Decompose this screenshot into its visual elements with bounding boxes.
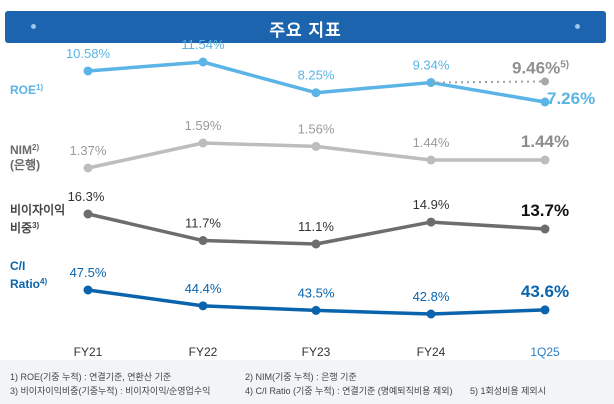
data-label-nonint-FY22: 11.7%: [185, 216, 221, 231]
data-label-nim-FY23: 1.56%: [298, 121, 335, 136]
point-ci-FY24: [426, 309, 436, 319]
data-label-roe-FY21: 10.58%: [66, 46, 111, 61]
point-roe-FY23: [311, 88, 321, 98]
x-tick-fy24: FY24: [416, 345, 446, 359]
roe-adjusted-dotted-line: [430, 80, 546, 84]
chart-area: 10.58% 11.54% 8.25% 9.34% 7.26% 9.46%5) 1.37% 1…: [66, 37, 595, 319]
point-nonint-FY22: [198, 236, 208, 246]
point-nonint-FY23: [311, 239, 321, 249]
label-roe: ROE1): [10, 83, 44, 97]
footnote-4: 4) C/I Ratio (기중 누적) : 연결기준 (명예퇴직비용 제외): [245, 386, 453, 396]
data-label-nim-1Q25: 1.44%: [521, 132, 569, 151]
data-label-ci-FY22: 44.4%: [185, 281, 222, 296]
point-nim-FY24: [426, 155, 436, 165]
data-label-nonint-FY24: 14.9%: [413, 197, 450, 212]
data-label-roe-FY23: 8.25%: [298, 68, 335, 83]
x-tick-fy22: FY22: [188, 345, 218, 359]
footnote-2: 2) NIM(기중 누적) : 은행 기준: [245, 372, 357, 382]
point-ci-FY22: [198, 301, 208, 311]
x-tick-1q25: 1Q25: [530, 345, 560, 359]
point-roe-FY22: [198, 57, 208, 67]
data-label-nonint-1Q25: 13.7%: [521, 201, 569, 220]
footnote-5: 5) 1회성비용 제외시: [470, 386, 546, 396]
banner-dot-right: [575, 24, 580, 29]
label-ci: C/I Ratio4): [10, 259, 48, 291]
banner-dot-left: [31, 24, 36, 29]
point-nim-FY22: [198, 138, 208, 148]
data-label-nonint-FY21: 16.3%: [68, 189, 105, 204]
point-ci-FY23: [311, 305, 321, 315]
data-label-nim-FY21: 1.37%: [70, 143, 107, 158]
data-label-ci-FY21: 47.5%: [70, 265, 107, 280]
label-nonint: 비이자이익 비중3): [10, 203, 66, 235]
data-label-nim-FY24: 1.44%: [413, 135, 450, 150]
page-title: 주요 지표: [269, 21, 342, 40]
point-roe-adjusted: [541, 77, 549, 86]
header-banner: 주요 지표: [5, 11, 606, 43]
x-tick-fy21: FY21: [73, 345, 103, 359]
data-label-ci-FY24: 42.8%: [413, 289, 450, 304]
data-label-roe-FY22: 11.54%: [181, 37, 225, 52]
footnote-3: 3) 비이자이익비중(기중누적) : 비이자이익/순영업수익: [10, 386, 211, 396]
point-nim-1Q25: [540, 155, 550, 165]
data-label-roe-FY24: 9.34%: [413, 58, 450, 73]
data-label-nonint-FY23: 11.1%: [298, 219, 334, 234]
point-nim-FY21: [83, 163, 93, 173]
data-label-roe-1Q25: 7.26%: [547, 89, 595, 108]
data-label-nim-FY22: 1.59%: [185, 118, 222, 133]
x-tick-fy23: FY23: [301, 345, 331, 359]
point-nonint-1Q25: [540, 224, 550, 234]
point-nonint-FY24: [426, 217, 436, 227]
point-nonint-FY21: [83, 209, 93, 219]
point-roe-FY21: [83, 66, 93, 76]
data-label-ci-FY23: 43.5%: [298, 285, 335, 300]
data-label-ci-1Q25: 43.6%: [521, 282, 569, 301]
label-nim: NIM2) (은행): [10, 143, 41, 172]
footnotes: 1) ROE(기중 누적) : 연결기준, 연환산 기준 2) NIM(기중 누…: [0, 360, 614, 404]
footnote-1: 1) ROE(기중 누적) : 연결기준, 연환산 기준: [10, 372, 172, 382]
point-ci-1Q25: [540, 305, 550, 315]
data-label-roe-adjusted: 9.46%5): [512, 58, 569, 77]
point-roe-1Q25: [540, 97, 550, 107]
point-nim-FY23: [311, 141, 321, 151]
point-ci-FY21: [83, 285, 93, 295]
